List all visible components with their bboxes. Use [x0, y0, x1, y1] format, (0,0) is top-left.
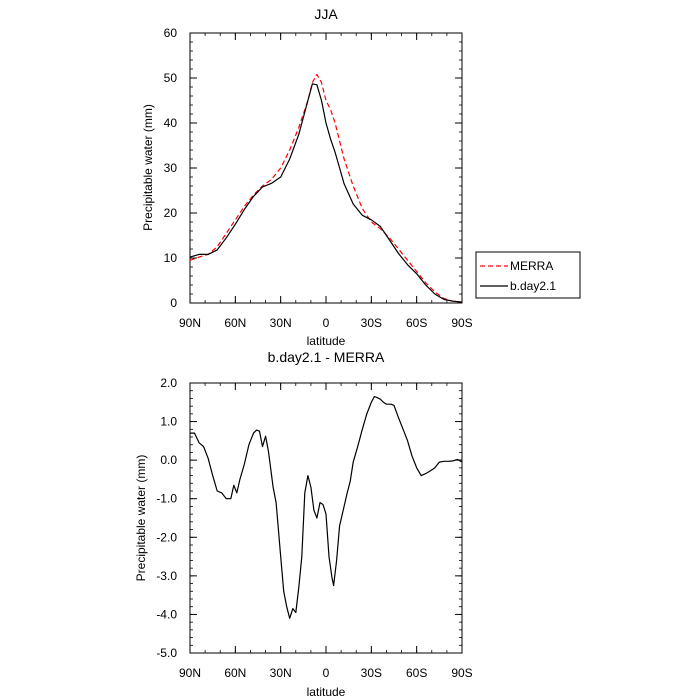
y-axis-label: Precipitable water (mm)	[141, 104, 155, 231]
plot-frame	[189, 32, 463, 304]
x-tick-label: 30N	[270, 666, 292, 680]
b-day2-1-series-line	[189, 83, 463, 303]
precipitable-water-panel: JJA Precipitable water (mm) latitude 90N…	[141, 6, 473, 348]
y-tick-label: -1.0	[156, 492, 177, 506]
x-tick-label: 60N	[224, 316, 246, 330]
y-tick-label: 30	[164, 161, 178, 175]
chart-title: b.day2.1 - MERRA	[268, 349, 385, 365]
x-axis-label: latitude	[307, 334, 346, 348]
chart-title: JJA	[314, 6, 338, 22]
x-tick-label: 30S	[361, 316, 382, 330]
x-tick-label: 60S	[406, 316, 427, 330]
x-tick-label: 90S	[451, 666, 472, 680]
legend: MERRA b.day2.1	[475, 251, 581, 299]
y-axis-label: Precipitable water (mm)	[134, 455, 148, 582]
x-tick-label: 90N	[179, 316, 201, 330]
x-tick-label: 0	[323, 666, 330, 680]
x-tick-label: 30S	[361, 666, 382, 680]
difference-panel: b.day2.1 - MERRA Precipitable water (mm)…	[134, 349, 473, 699]
y-tick-label: 1.0	[160, 415, 177, 429]
x-tick-label: 60N	[224, 666, 246, 680]
y-tick-label: 10	[164, 251, 178, 265]
y-tick-label: -4.0	[156, 607, 177, 621]
y-tick-label: 2.0	[160, 376, 177, 390]
plot-area: 90N 60N 30N 0 30S 60S 90S -5.0 -4.0 -3.0 -2.0 -1.0 0…	[156, 376, 472, 680]
y-tick-label: -5.0	[156, 646, 177, 660]
x-tick-label: 30N	[270, 316, 292, 330]
legend-box	[475, 251, 581, 299]
legend-merra-label: MERRA	[510, 259, 553, 273]
x-axis-label: latitude	[307, 685, 346, 699]
y-tick-label: 50	[164, 71, 178, 85]
difference-series-line	[190, 395, 463, 619]
y-tick-label: 0.0	[160, 453, 177, 467]
x-tick-label: 90N	[179, 666, 201, 680]
y-tick-label: 60	[164, 26, 178, 40]
y-tick-label: -3.0	[156, 569, 177, 583]
merra-series-line	[189, 73, 463, 303]
legend-bday-label: b.day2.1	[510, 279, 556, 293]
y-tick-label: 20	[164, 206, 178, 220]
x-tick-label: 90S	[451, 316, 472, 330]
plot-area: 90N 60N 30N 0 30S 60S 90S 0 10 20 30 40 50 60	[164, 26, 473, 330]
y-tick-label: 0	[170, 296, 177, 310]
y-tick-label: 40	[164, 116, 178, 130]
x-tick-label: 60S	[406, 666, 427, 680]
x-tick-label: 0	[323, 316, 330, 330]
y-tick-label: -2.0	[156, 530, 177, 544]
